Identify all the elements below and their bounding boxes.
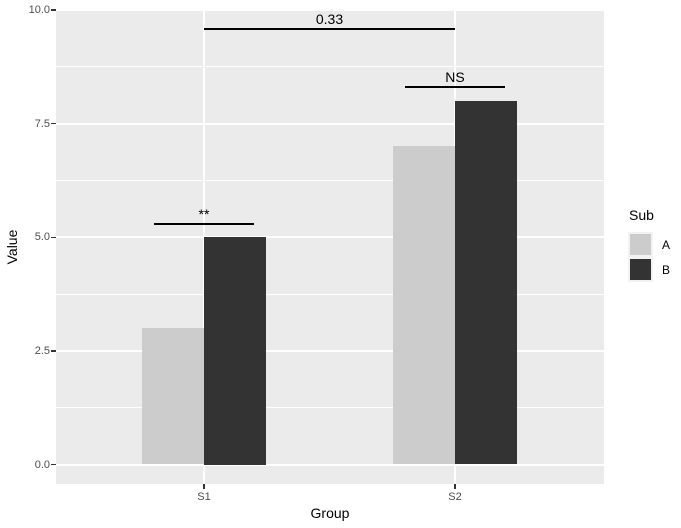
y-gridline-minor	[56, 179, 604, 181]
annotation-line	[404, 86, 506, 89]
y-tick-mark	[51, 463, 56, 466]
y-gridline-major	[56, 236, 604, 239]
annotation-label: **	[198, 205, 210, 222]
legend-title: Sub	[629, 207, 654, 223]
y-tick-label: 7.5	[34, 117, 50, 130]
y-gridline-major	[56, 122, 604, 125]
y-axis-title: Value	[4, 229, 20, 265]
x-tick-label: S1	[197, 491, 211, 503]
legend-key-b	[628, 257, 653, 282]
x-tick-mark	[203, 484, 205, 489]
bar-s2-b	[455, 100, 517, 465]
x-axis-title: Group	[310, 505, 350, 521]
y-tick-mark	[51, 236, 56, 238]
y-gridline-major	[56, 463, 604, 466]
y-gridline-major	[56, 9, 604, 11]
annotation-label: 0.33	[315, 11, 344, 28]
y-gridline-major	[56, 349, 604, 352]
legend-swatch-a	[630, 234, 651, 255]
y-tick-label: 10.0	[28, 4, 50, 16]
legend-key-a	[628, 232, 653, 257]
y-tick-mark	[51, 9, 56, 11]
legend-label-a: A	[662, 237, 671, 252]
y-tick-label: 0.0	[34, 458, 50, 471]
y-gridline-minor	[56, 407, 604, 409]
x-tick-mark	[454, 484, 456, 489]
y-tick-mark	[51, 350, 56, 352]
y-gridline-minor	[56, 66, 604, 68]
legend-label-b: B	[662, 262, 671, 277]
y-tick-mark	[51, 122, 56, 125]
annotation-label: NS	[445, 69, 465, 86]
x-tick-label: S2	[448, 491, 462, 503]
annotation-line	[204, 28, 455, 31]
y-gridline-minor	[56, 293, 604, 295]
bar-s1-a	[142, 328, 204, 465]
annotation-line	[153, 222, 255, 225]
bar-s2-a	[393, 146, 455, 465]
legend-swatch-b	[630, 259, 651, 280]
y-tick-label: 5.0	[34, 231, 50, 244]
y-tick-label: 2.5	[34, 344, 50, 357]
legend-row-b: B	[628, 257, 670, 282]
legend-row-a: A	[628, 232, 670, 257]
bar-s1-b	[204, 237, 266, 465]
plot-panel	[56, 10, 604, 484]
